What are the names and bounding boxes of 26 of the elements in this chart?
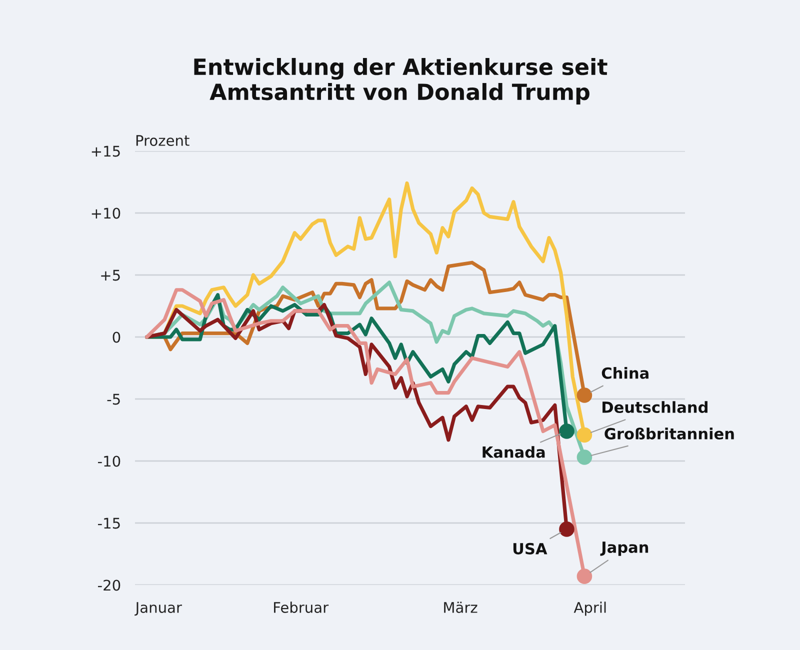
y-tick-label: -10 bbox=[98, 456, 120, 467]
point bbox=[576, 450, 592, 465]
x-tick-label: Februar bbox=[274, 602, 329, 613]
x-tick-label: März bbox=[444, 602, 478, 613]
y-tick-label: +15 bbox=[92, 146, 120, 157]
point bbox=[559, 424, 574, 439]
point bbox=[576, 427, 592, 443]
y-tick-label: +5 bbox=[101, 270, 120, 281]
y-tick-label: -20 bbox=[98, 580, 120, 591]
series-label: China bbox=[602, 367, 648, 379]
series-label: Kanada bbox=[482, 446, 545, 458]
y-axis-title: Prozent bbox=[136, 135, 190, 146]
y-tick-label: -5 bbox=[107, 394, 120, 405]
point bbox=[559, 522, 574, 537]
series-label: USA bbox=[513, 542, 548, 554]
point bbox=[576, 568, 592, 584]
y-tick-label: -15 bbox=[98, 518, 120, 529]
point bbox=[576, 388, 592, 403]
series-label: Deutschland bbox=[602, 401, 708, 414]
y-tick-label: 0 bbox=[112, 332, 120, 343]
series-label: Großbritannien bbox=[604, 428, 734, 440]
series-label: Japan bbox=[600, 542, 648, 556]
y-tick-label: +10 bbox=[92, 208, 120, 219]
x-tick-label: April bbox=[574, 602, 606, 616]
x-tick-label: Januar bbox=[134, 602, 182, 616]
chart-title: Entwicklung der Aktienkurse seit Amtsantritt von Donald Trump bbox=[194, 58, 608, 105]
